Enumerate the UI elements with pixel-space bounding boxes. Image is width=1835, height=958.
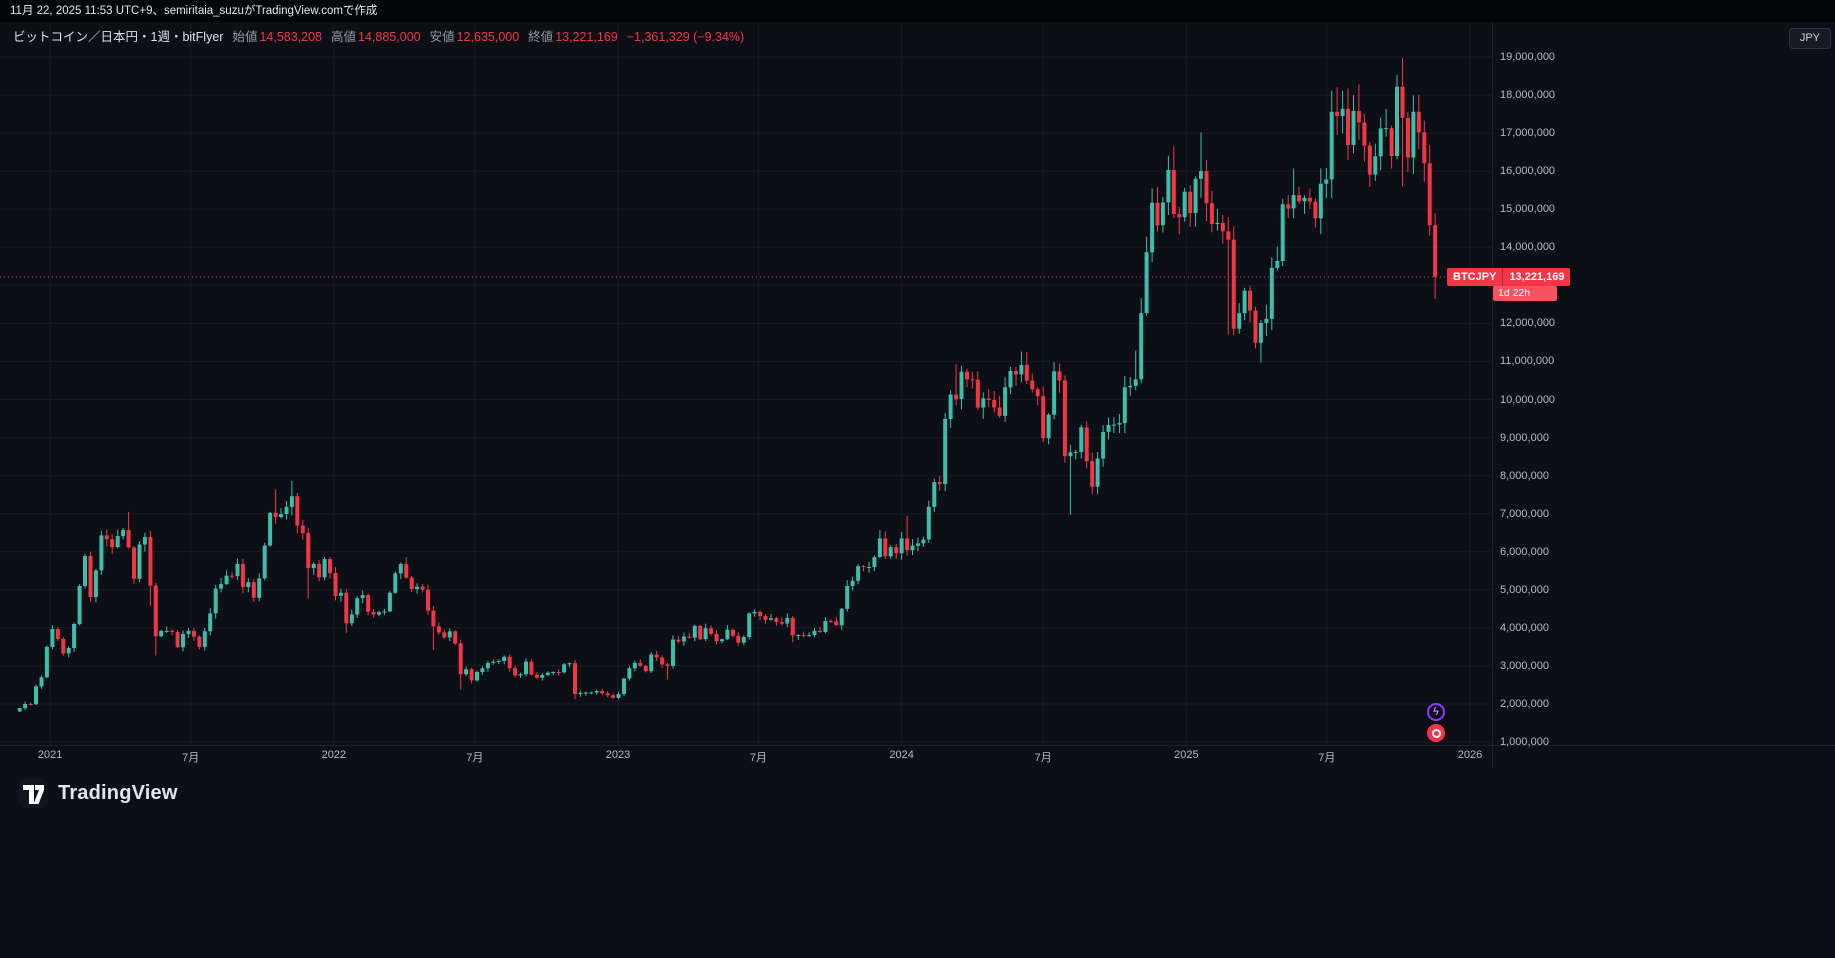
time-axis-label: 7月 [182, 752, 200, 764]
price-axis-label: 4,000,000 [1500, 621, 1549, 634]
time-axis-label: 7月 [466, 752, 484, 764]
open-value: 14,583,208 [259, 30, 323, 44]
time-axis-label: 7月 [749, 752, 767, 764]
time-axis-label: 2025 [1174, 749, 1199, 761]
low-value: 12,635,000 [456, 30, 520, 44]
ohlc-high: 高値 14,885,000 [331, 29, 421, 45]
attribution-text: 11月 22, 2025 11:53 UTC+9、semiritaia_suzu… [10, 5, 378, 17]
close-label: 終値 [528, 30, 554, 44]
change-value: −1,361,329 (−9.34%) [626, 30, 745, 44]
price-axis-label: 10,000,000 [1500, 393, 1556, 406]
lightning-icon: ϟ [1433, 706, 1439, 718]
last-price-badge[interactable]: BTCJPY 13,221,169 [1447, 267, 1571, 286]
close-value: 13,221,169 [555, 30, 618, 44]
price-axis-label: 7,000,000 [1500, 507, 1549, 520]
price-axis-label: 17,000,000 [1500, 127, 1556, 140]
price-axis-label: 11,000,000 [1500, 355, 1555, 368]
price-axis-label: 6,000,000 [1500, 545, 1549, 558]
time-axis-label: 7月 [1034, 752, 1052, 764]
price-axis-label: 14,000,000 [1500, 241, 1556, 254]
open-label: 始値 [232, 30, 258, 44]
price-axis-label: 5,000,000 [1500, 583, 1549, 596]
attribution-bar: 11月 22, 2025 11:53 UTC+9、semiritaia_suzu… [0, 0, 1835, 22]
record-button[interactable] [1427, 724, 1445, 742]
time-axis-label: 2022 [321, 749, 347, 761]
footer: TradingView [0, 768, 1835, 958]
price-axis-label: 16,000,000 [1500, 165, 1556, 178]
ohlc-open: 始値 14,583,208 [232, 29, 322, 45]
ohlc-low: 安値 12,635,000 [430, 29, 520, 45]
bar-countdown: 1d 22h [1493, 286, 1557, 302]
high-label: 高値 [331, 30, 357, 44]
price-axis-label: 12,000,000 [1500, 317, 1556, 330]
chart-legend: ビットコイン／日本円・1週・bitFlyer 始値 14,583,208 高値 … [13, 29, 744, 45]
price-axis-label: 3,000,000 [1500, 659, 1549, 672]
price-axis-label: 8,000,000 [1500, 469, 1549, 482]
price-axis-label: 1,000,000 [1500, 736, 1549, 748]
currency-unit-button[interactable]: JPY [1788, 28, 1831, 49]
price-axis-label: 15,000,000 [1500, 203, 1556, 216]
last-price-value: 13,221,169 [1502, 267, 1571, 286]
price-axis-label: 19,000,000 [1500, 51, 1556, 63]
price-axis-label: 18,000,000 [1500, 89, 1556, 102]
tradingview-logo[interactable]: TradingView [18, 778, 178, 808]
lightning-button[interactable]: ϟ [1427, 703, 1445, 721]
high-value: 14,885,000 [358, 30, 421, 44]
record-icon [1431, 728, 1441, 738]
time-axis-label: 7月 [1318, 752, 1336, 764]
time-axis[interactable]: 2021 7月 2022 7月 2023 7月 2024 7月 2025 7月 2026 [0, 745, 1835, 768]
tradingview-wordmark: TradingView [58, 781, 178, 804]
symbol-label: BTCJPY [1447, 267, 1503, 286]
price-axis[interactable]: 1,000,000 2,000,000 3,000,000 4,000,000 5,00… [1492, 22, 1835, 748]
time-axis-label: 2021 [37, 749, 63, 761]
symbol-title[interactable]: ビットコイン／日本円・1週・bitFlyer [13, 30, 224, 44]
time-axis-label: 2023 [605, 749, 631, 761]
ohlc-close: 終値 13,221,169 [528, 29, 618, 45]
price-axis-label: 9,000,000 [1500, 431, 1549, 444]
low-label: 安値 [429, 30, 455, 44]
tradingview-logo-icon [18, 778, 48, 808]
time-axis-label: 2026 [1457, 749, 1483, 761]
price-axis-label: 2,000,000 [1500, 697, 1549, 710]
time-axis-label: 2024 [889, 749, 914, 761]
